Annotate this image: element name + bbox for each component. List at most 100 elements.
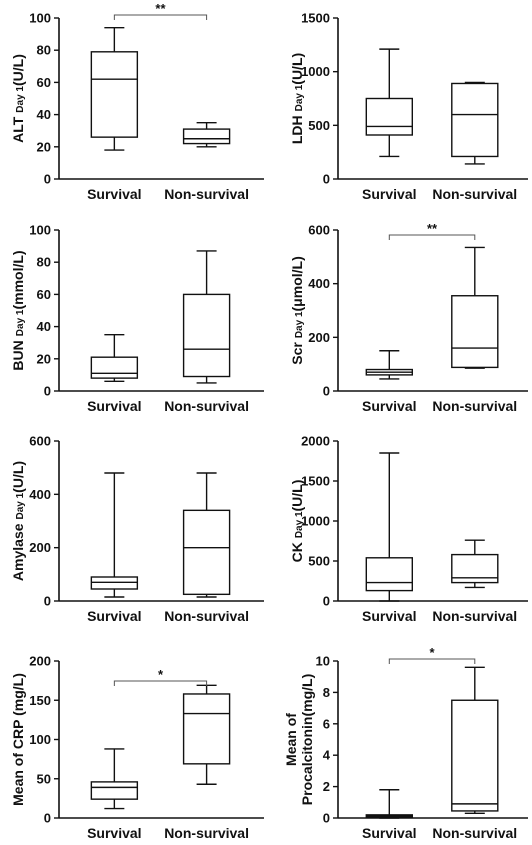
iqr-box [182,693,231,765]
y-axis-label-main: ALT [10,116,26,143]
iqr-box [451,699,499,812]
iqr-box [365,557,413,592]
y-tick-label: 1500 [301,474,330,489]
y-axis-label: ALT Day 1(U/L) [10,54,26,143]
y-tick-label: 400 [308,276,330,291]
box-survival [90,748,139,810]
y-tick-label: 100 [29,11,51,26]
x-category-label: Survival [362,825,416,841]
box-survival [90,333,139,383]
box-non-survival [451,666,499,814]
y-tick-label: 4 [323,748,331,763]
x-category-label: Survival [362,608,416,624]
y-axis-label-unit: (U/L) [10,54,26,86]
box-survival [365,789,413,819]
x-category-label: Non-survival [432,186,517,202]
panel-7: 0 50 100 150 200 Survival Non-survival * Mean of… [10,654,264,841]
panel-4: 0 200 400 600 Survival Non-survival ** Scr Day 1… [289,221,528,414]
iqr-box [365,97,413,136]
y-tick-label: 2 [323,779,330,794]
iqr-box [90,51,139,138]
y-axis-label-unit: (mmol/L) [10,250,26,309]
y-axis-label-sub: Day 1 [15,309,26,336]
box-non-survival [182,250,231,384]
y-tick-label: 200 [308,330,330,345]
y-axis-label-main: LDH [289,115,305,144]
y-axis-label-unit: (U/L) [289,480,305,512]
y-tick-label: 500 [308,118,330,133]
y-axis-label: Mean of [283,713,299,766]
iqr-box [182,293,231,378]
significance-marker: * [158,667,164,682]
iqr-box [182,128,231,145]
y-axis-label-sub: Day 1 [294,311,305,338]
y-tick-label: 40 [37,107,51,122]
significance-marker: ** [155,1,166,16]
box-non-survival [182,472,231,598]
significance-marker: * [430,645,436,660]
box-non-survival [182,121,231,148]
y-tick-label: 0 [323,172,330,187]
y-tick-label: 100 [29,223,51,238]
y-axis-label-unit: (μmol/L) [289,256,305,311]
y-axis-label-main: BUN [10,340,26,370]
y-axis-label-main: Amylase [10,523,26,581]
x-category-label: Survival [87,825,141,841]
y-axis-label: LDH Day 1(U/L) [289,53,305,144]
y-axis-label: Mean of CRP (mg/L) [10,673,26,806]
iqr-box [90,356,139,379]
x-category-label: Non-survival [432,398,517,414]
y-tick-label: 0 [323,594,330,609]
y-tick-label: 0 [44,384,51,399]
y-axis-label: CK Day 1(U/L) [289,480,305,563]
y-axis-label-sub: Day 1 [15,492,26,519]
y-tick-label: 1000 [301,64,330,79]
y-tick-label: 40 [37,319,51,334]
panel-6: 0 500 1000 1500 2000 Survival Non-survival CK Da… [289,434,528,624]
box-non-survival [451,246,499,369]
y-axis-label-line2: Procalcitonin(mg/L) [299,674,315,805]
y-tick-label: 600 [308,223,330,238]
x-category-label: Non-survival [164,398,249,414]
x-category-label: Survival [87,608,141,624]
y-axis-label-main: Mean of CRP (mg/L) [10,673,26,806]
significance-bracket [113,14,208,20]
y-tick-label: 200 [29,654,51,669]
box-survival [365,350,413,380]
x-category-label: Non-survival [164,186,249,202]
panel-3: 0 20 40 60 80 100 Survival Non-survival BUN Day 1… [10,223,264,414]
significance-marker: ** [427,221,438,236]
y-tick-label: 200 [29,540,51,555]
y-tick-label: 0 [44,811,51,826]
y-tick-label: 400 [29,487,51,502]
iqr-box [451,295,499,369]
box-non-survival [451,81,499,165]
y-tick-label: 1500 [301,11,330,26]
panel-5: 0 200 400 600 Survival Non-survival Amylase Day… [10,434,264,624]
y-tick-label: 20 [37,351,51,366]
y-tick-label: 0 [44,172,51,187]
y-tick-label: 80 [37,43,51,58]
y-axis-label-main: CK [289,542,305,562]
y-tick-label: 8 [323,685,330,700]
iqr-box [90,781,139,800]
y-tick-label: 20 [37,139,51,154]
iqr-box [451,82,499,158]
y-axis-label-sub: Day 1 [294,511,305,538]
y-tick-label: 80 [37,255,51,270]
y-axis-label: Amylase Day 1(U/L) [10,461,26,581]
iqr-box [182,509,231,596]
box-survival [365,48,413,158]
panel-8: 0 2 4 6 8 10 Survival Non-survival * Mean of Proca… [283,645,528,841]
x-category-label: Non-survival [432,608,517,624]
y-tick-label: 600 [29,434,51,449]
y-tick-label: 60 [37,75,51,90]
y-axis-label-unit: (U/L) [10,461,26,493]
box-non-survival [451,539,499,589]
y-axis-label-sub: Day 1 [294,84,305,111]
x-category-label: Survival [87,186,141,202]
y-tick-label: 0 [323,811,330,826]
y-axis-label-sub: Day 1 [15,86,26,113]
y-axis-label: Scr Day 1(μmol/L) [289,256,305,365]
